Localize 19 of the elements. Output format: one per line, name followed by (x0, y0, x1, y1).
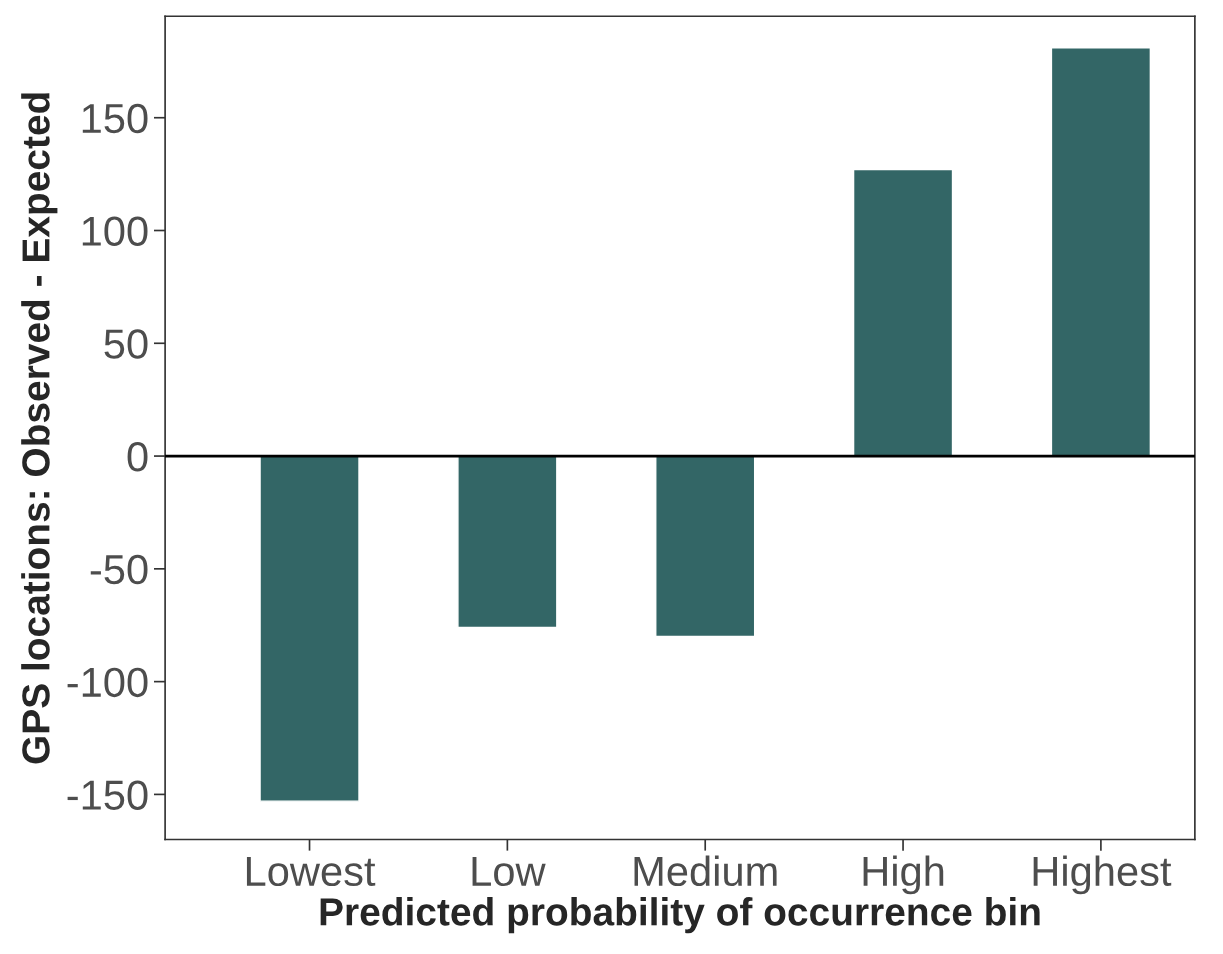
y-tick-label: 150 (82, 103, 148, 134)
y-tick-label: 50 (104, 329, 148, 359)
y-tick-label: 0 (127, 442, 148, 472)
y-tick-label: -150 (67, 780, 148, 810)
y-tick-label: -50 (90, 554, 148, 585)
x-tick-label: Lowest (246, 857, 376, 887)
bar (259, 455, 360, 802)
x-axis-title: Predicted probability of occurrence bin (320, 897, 1040, 934)
x-tick-label: Medium (634, 855, 777, 887)
bar (852, 168, 954, 457)
bar (457, 455, 558, 629)
x-tick-label: Highest (1033, 855, 1172, 895)
x-tick-label: Low (472, 857, 546, 887)
bar (655, 455, 756, 638)
y-axis-title: GPS locations: Observed - Expected (21, 93, 58, 764)
y-tick-label: 100 (82, 216, 148, 247)
bar (1050, 47, 1152, 457)
y-tick-label: -100 (67, 667, 148, 698)
x-tick-label: High (863, 855, 944, 895)
